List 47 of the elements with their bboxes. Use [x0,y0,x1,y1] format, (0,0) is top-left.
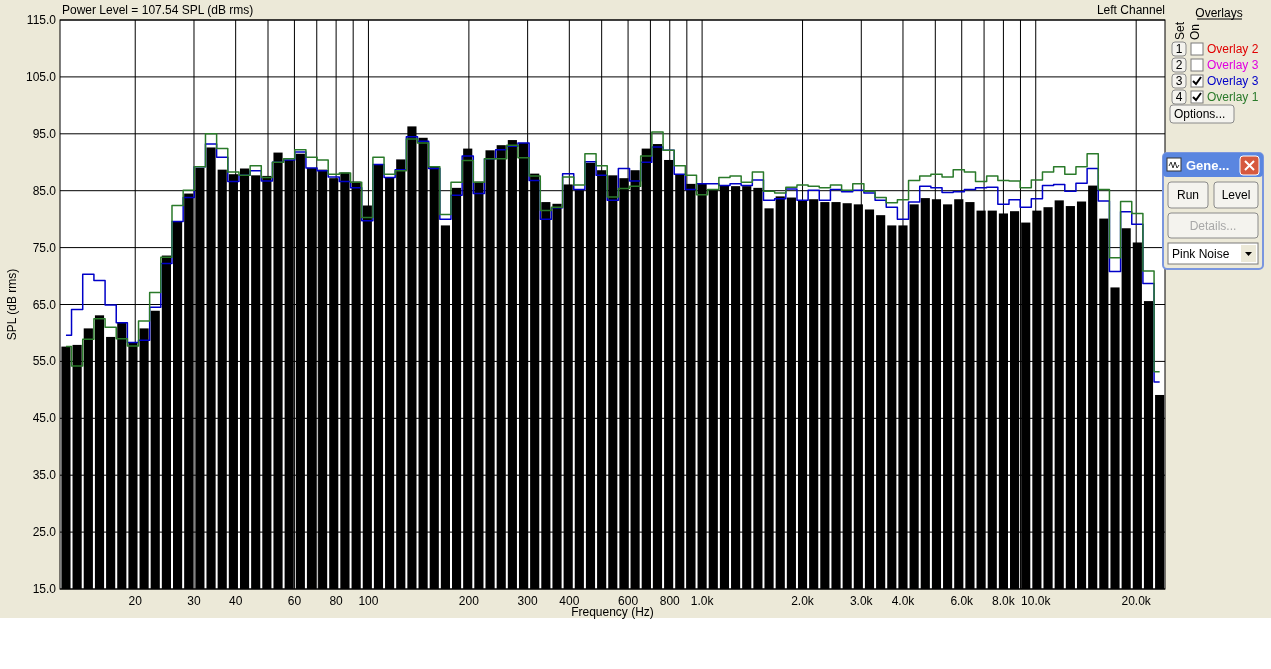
text: Overlay 1 [1207,90,1259,104]
x-tick-label: 1.0k [690,594,715,608]
dialog-window: Gene... Run Level Details... Pink Noise [1162,152,1264,270]
x-tick-label: 600 [618,594,639,608]
text: On [1188,23,1202,40]
text: Overlay 3 [1207,74,1259,88]
y-tick-label: 65.0 [32,297,57,312]
y-tick-label: 25.0 [32,525,57,540]
x-tick-label: 20.0k [1121,594,1152,608]
y-tick-label: 85.0 [32,183,57,198]
x-tick-label: 400 [559,594,580,608]
y-tick-label: 105.0 [25,69,57,84]
x-tick-label: 300 [517,594,538,608]
x-axis-title: Frequency (Hz) [571,605,654,619]
x-tick-label: 8.0k [992,594,1016,608]
x-tick-label: 4.0k [891,594,916,608]
x-tick-label: 200 [458,594,480,608]
x-tick-label: 2.0k [791,594,815,608]
x-tick-label: 800 [659,594,681,608]
y-tick-label: 95.0 [32,126,57,141]
x-tick-label: 40 [228,594,243,608]
y-tick-label: 115.0 [26,13,57,27]
text: 4 [1175,90,1183,104]
y-axis-title: SPL (dB rms) [5,268,19,341]
x-tick-label: 60 [287,594,302,608]
x-tick-label: 6.0k [950,594,975,608]
y-tick-label: 15.0 [32,582,57,596]
y-tick-label: 35.0 [32,468,57,483]
x-tick-label: 20 [128,594,143,608]
y-tick-label: 55.0 [32,354,57,369]
chart-title: Power Level = 107.54 SPL (dB rms) [62,3,254,17]
x-tick-label: 10.0k [1021,594,1052,608]
x-tick-label: 3.0k [849,594,874,608]
text: Overlay 3 [1207,58,1259,72]
y-tick-label: 75.0 [32,240,57,255]
x-tick-label: 30 [187,594,201,608]
text: Set [1173,21,1187,40]
chart-subtitle: Left Channel [1096,3,1165,17]
x-tick-label: 80 [329,594,344,608]
text: 3 [1175,74,1183,88]
text: 1 [1175,42,1183,56]
text: 2 [1175,58,1183,72]
text: Overlay 2 [1207,42,1259,56]
y-tick-label: 45.0 [32,411,57,426]
text: Options... [1174,107,1226,121]
legend-title: Overlays [1195,6,1243,20]
x-tick-label: 100 [358,594,379,608]
